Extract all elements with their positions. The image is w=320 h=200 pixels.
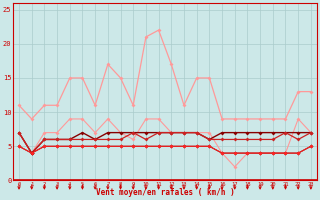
X-axis label: Vent moyen/en rafales ( km/h ): Vent moyen/en rafales ( km/h ) [96,188,234,197]
